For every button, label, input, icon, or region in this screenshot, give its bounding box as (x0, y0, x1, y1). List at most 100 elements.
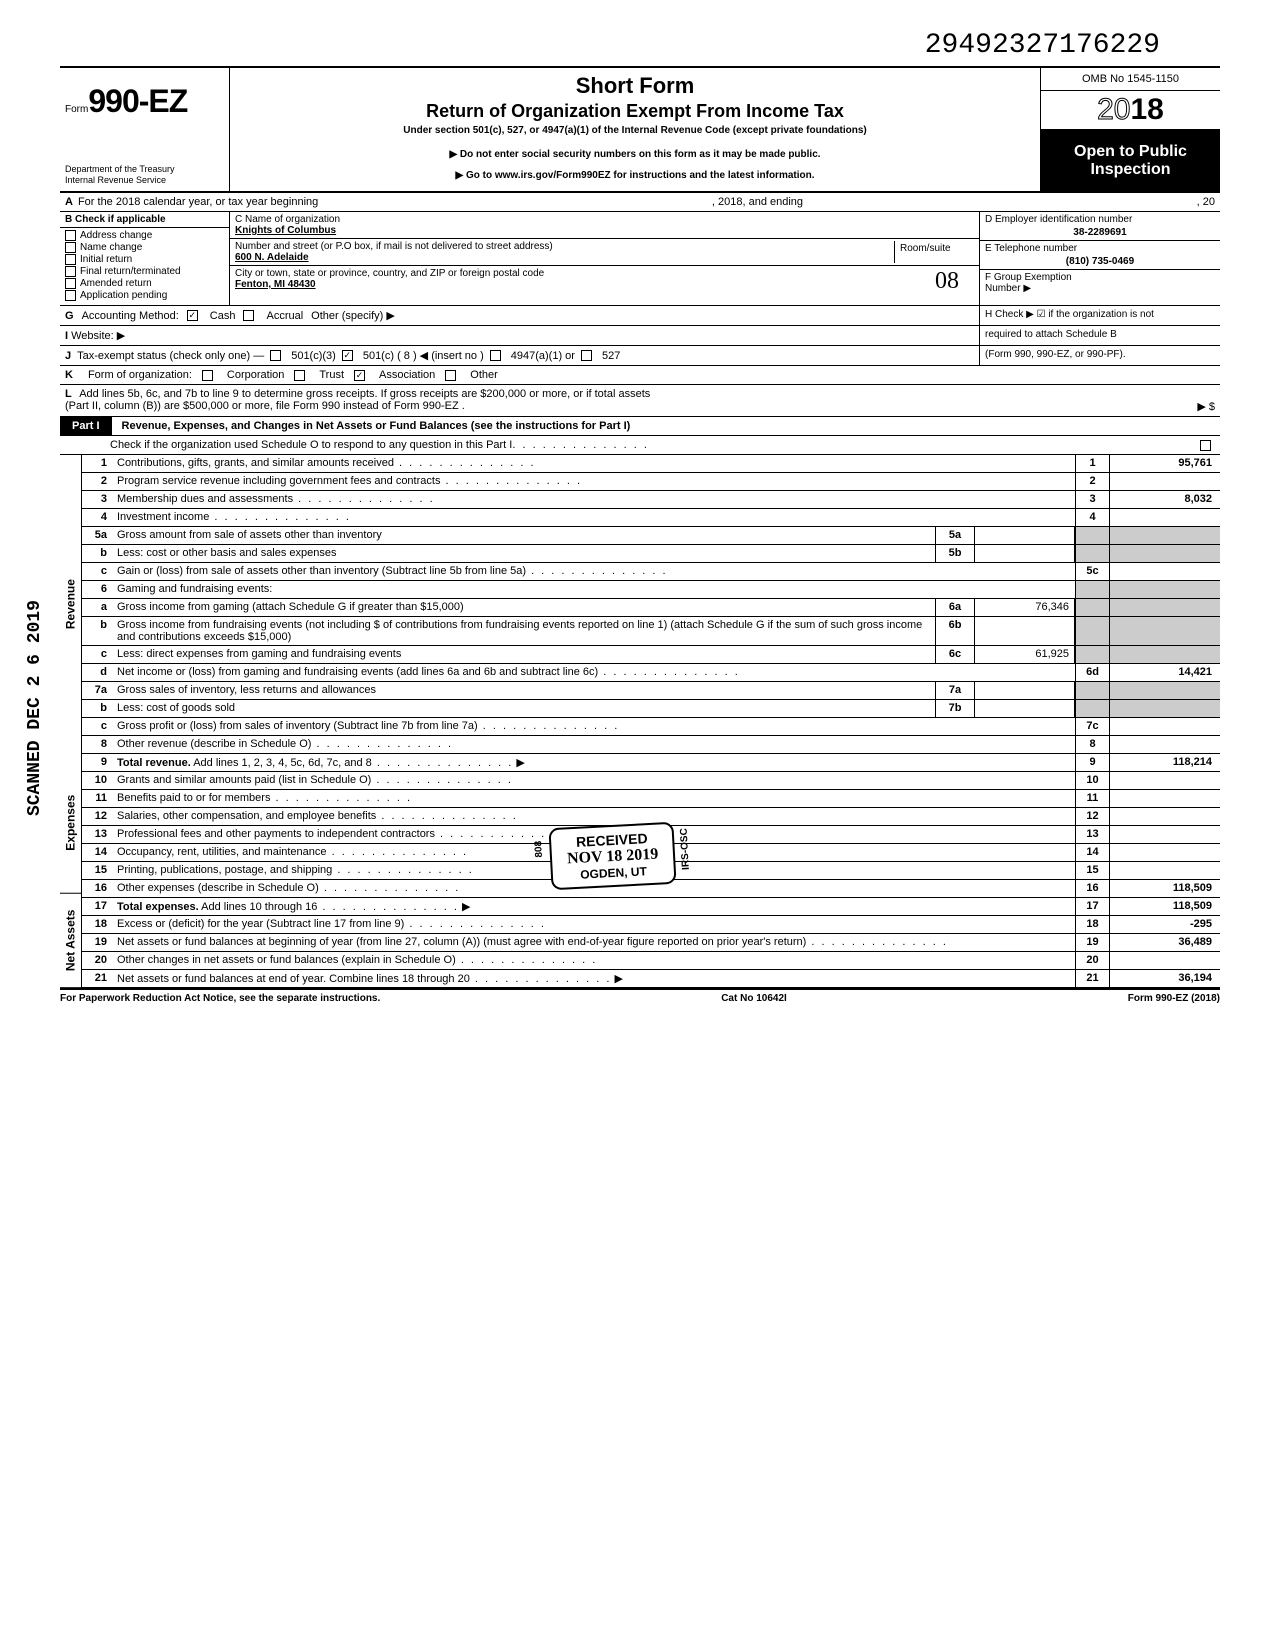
chk-accrual[interactable] (243, 310, 254, 321)
chk-501c[interactable]: ✓ (342, 350, 353, 361)
end-line-val (1110, 736, 1220, 753)
mid-line-num: 6b (935, 617, 975, 645)
i-letter: I (65, 330, 68, 342)
side-expenses: Expenses (60, 753, 81, 894)
line-number: b (82, 700, 112, 717)
line-number: d (82, 664, 112, 681)
line-number: 2 (82, 473, 112, 490)
section-bcd: B Check if applicable Address change Nam… (60, 212, 1220, 306)
line-number: 19 (82, 934, 112, 951)
line-desc: Excess or (deficit) for the year (Subtra… (112, 916, 1075, 933)
chk-501c3[interactable] (270, 350, 281, 361)
line-desc: Gross income from gaming (attach Schedul… (112, 599, 935, 616)
mid-line-num: 5b (935, 545, 975, 562)
end-line-val (1110, 862, 1220, 879)
end-line-num (1075, 527, 1110, 544)
phone: (810) 735-0469 (985, 256, 1215, 267)
chk-pending[interactable] (65, 290, 76, 301)
chk-schedule-o[interactable] (1200, 440, 1211, 451)
end-line-num (1075, 700, 1110, 717)
end-line-num: 11 (1075, 790, 1110, 807)
line-desc: Gross income from fundraising events (no… (112, 617, 935, 645)
chk-trust[interactable] (294, 370, 305, 381)
line-desc: Net assets or fund balances at end of ye… (112, 970, 1075, 987)
end-line-val (1110, 646, 1220, 663)
l-arrow: ▶ $ (1197, 400, 1215, 413)
line-number: 21 (82, 970, 112, 987)
end-line-val (1110, 682, 1220, 699)
line-row: 4Investment income4 (82, 509, 1220, 527)
line-number: 12 (82, 808, 112, 825)
chk-527[interactable] (581, 350, 592, 361)
side-revenue: Revenue (60, 455, 81, 753)
end-line-val (1110, 772, 1220, 789)
chk-other-org[interactable] (445, 370, 456, 381)
end-line-val (1110, 509, 1220, 526)
line-number: 17 (82, 898, 112, 915)
line-desc: Gaming and fundraising events: (112, 581, 1075, 598)
end-line-num (1075, 682, 1110, 699)
form-prefix: Form (65, 104, 88, 115)
h-text-2: required to attach Schedule B (980, 326, 1220, 345)
document-number: 29492327176229 (60, 30, 1220, 61)
part-1-check: Check if the organization used Schedule … (110, 439, 512, 451)
end-line-val: 36,194 (1110, 970, 1220, 987)
end-line-num: 15 (1075, 862, 1110, 879)
chk-corp[interactable] (202, 370, 213, 381)
chk-cash[interactable]: ✓ (187, 310, 198, 321)
chk-name[interactable] (65, 242, 76, 253)
line-desc: Net assets or fund balances at beginning… (112, 934, 1075, 951)
mid-line-num: 6a (935, 599, 975, 616)
line-desc: Contributions, gifts, grants, and simila… (112, 455, 1075, 472)
end-line-val (1110, 581, 1220, 598)
end-line-num: 19 (1075, 934, 1110, 951)
end-line-num: 16 (1075, 880, 1110, 897)
end-line-val (1110, 844, 1220, 861)
end-line-val (1110, 718, 1220, 735)
end-line-num: 14 (1075, 844, 1110, 861)
chk-address[interactable] (65, 230, 76, 241)
org-name: Knights of Columbus (235, 225, 974, 236)
end-line-num: 7c (1075, 718, 1110, 735)
dept-irs: Internal Revenue Service (65, 175, 224, 186)
line-desc: Salaries, other compensation, and employ… (112, 808, 1075, 825)
line-number: 8 (82, 736, 112, 753)
end-line-val: 118,509 (1110, 880, 1220, 897)
c-name-label: C Name of organization (235, 214, 974, 225)
chk-initial[interactable] (65, 254, 76, 265)
line-number: c (82, 718, 112, 735)
side-netassets: Net Assets (60, 894, 81, 988)
end-line-val: 118,214 (1110, 754, 1220, 771)
line-number: 6 (82, 581, 112, 598)
line-number: 5a (82, 527, 112, 544)
end-line-val (1110, 808, 1220, 825)
end-line-val (1110, 527, 1220, 544)
line-row: 11Benefits paid to or for members11 (82, 790, 1220, 808)
main-grid: Revenue Expenses Net Assets 1Contributio… (60, 455, 1220, 990)
l-text: Add lines 5b, 6c, and 7b to line 9 to de… (79, 388, 650, 400)
mid-line-num: 6c (935, 646, 975, 663)
end-line-num: 20 (1075, 952, 1110, 969)
mid-line-num: 5a (935, 527, 975, 544)
chk-assoc[interactable]: ✓ (354, 370, 365, 381)
line-row: cLess: direct expenses from gaming and f… (82, 646, 1220, 664)
org-city: Fenton, MI 48430 (235, 279, 974, 290)
inspection-badge: Open to Public Inspection (1041, 130, 1220, 191)
chk-final[interactable] (65, 266, 76, 277)
footer-right: Form 990-EZ (2018) (1128, 993, 1220, 1004)
line-row: 20Other changes in net assets or fund ba… (82, 952, 1220, 970)
end-line-val: 14,421 (1110, 664, 1220, 681)
line-number: a (82, 599, 112, 616)
end-line-num: 10 (1075, 772, 1110, 789)
form-note-1: ▶ Do not enter social security numbers o… (245, 149, 1025, 160)
end-line-num: 1 (1075, 455, 1110, 472)
part-1-tab: Part I (60, 417, 112, 435)
mid-line-val (975, 527, 1075, 544)
chk-amended[interactable] (65, 278, 76, 289)
line-row: cGain or (loss) from sale of assets othe… (82, 563, 1220, 581)
mid-line-num: 7a (935, 682, 975, 699)
scanned-stamp: SCANNED DEC 2 6 2019 (25, 600, 45, 816)
g-other: Other (specify) ▶ (311, 309, 395, 322)
end-line-val (1110, 826, 1220, 843)
chk-4947[interactable] (490, 350, 501, 361)
